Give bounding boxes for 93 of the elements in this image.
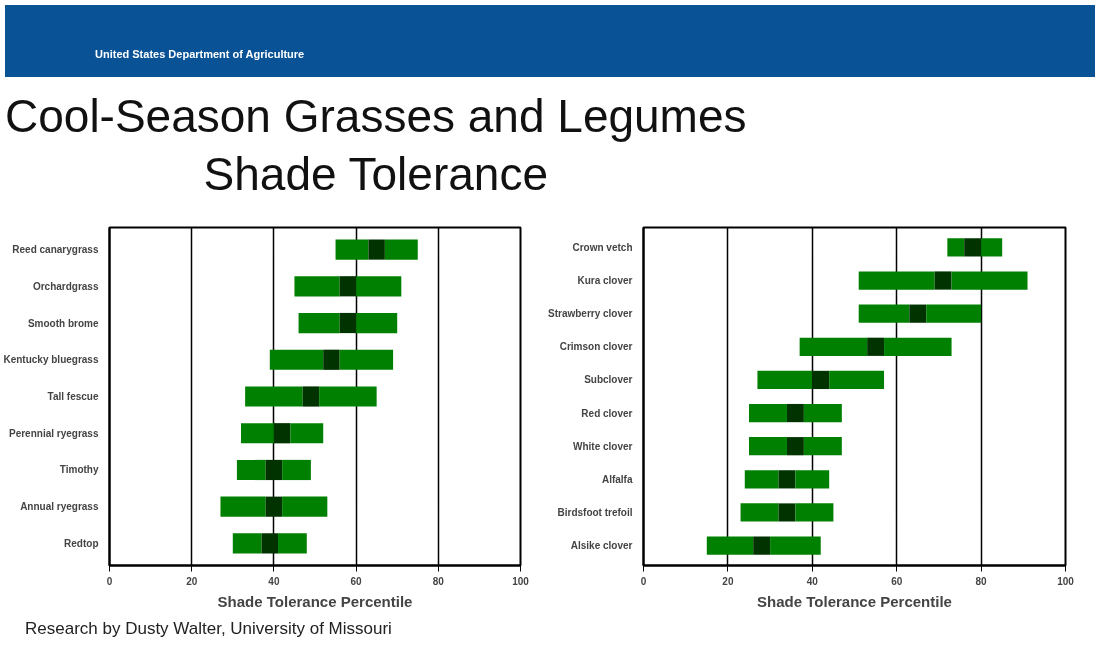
y-tick-label: Redtop [64, 537, 99, 549]
bar [829, 370, 885, 390]
x-tick-label: 0 [106, 575, 113, 587]
bar [278, 533, 307, 554]
bar [319, 386, 377, 407]
bar [282, 496, 328, 517]
bar [339, 312, 357, 334]
bar [964, 238, 982, 257]
y-tick-label: Crimson clover [559, 341, 633, 353]
bar [770, 536, 821, 555]
y-tick-label: Orchardgrass [32, 280, 99, 292]
bar [339, 276, 357, 297]
y-tick-label: Alfalfa [601, 473, 633, 485]
y-tick-label: Tall fescue [47, 391, 99, 402]
y-tick-label: Perennial ryegrass [9, 427, 99, 439]
y-tick-label: Alsike clover [570, 540, 633, 552]
x-axis-title: Shade Tolerance Percentile [217, 592, 413, 610]
bar [757, 370, 813, 390]
x-tick-label: 100 [1057, 575, 1075, 587]
y-tick-label: Reed canarygrass [12, 244, 99, 256]
bar [753, 536, 771, 555]
text: United States Department of Agriculture [94, 47, 305, 62]
y-tick-label: Strawberry clover [548, 308, 633, 320]
bar [245, 386, 303, 407]
bar [867, 337, 885, 356]
bar [740, 503, 779, 522]
bar [803, 403, 842, 423]
bar [803, 437, 842, 456]
bar [951, 271, 1028, 290]
bar [356, 312, 398, 334]
bar [302, 386, 320, 407]
y-tick-label: Smooth brome [27, 317, 99, 329]
bar [368, 239, 385, 260]
bar [356, 276, 402, 297]
bar [236, 459, 266, 481]
y-tick-label: Birdsfoot trefoil [557, 506, 633, 518]
bar [744, 470, 779, 489]
y-tick-label: Annual ryegrass [20, 501, 99, 513]
bar [909, 304, 927, 323]
bar [981, 238, 1003, 257]
bar [261, 533, 279, 554]
y-tick-label: Kentucky bluegrass [3, 354, 99, 366]
x-axis-title: Shade Tolerance Percentile [757, 592, 952, 610]
bar [884, 337, 952, 356]
bar [290, 423, 324, 444]
y-tick-label: Subclover [584, 374, 633, 386]
bar [232, 533, 262, 554]
bar [384, 239, 418, 260]
bar [323, 349, 340, 370]
bar [298, 312, 340, 334]
bar [786, 437, 804, 456]
bar [241, 423, 274, 444]
bar [269, 349, 324, 370]
x-tick-label: 80 [432, 575, 445, 587]
y-tick-label: Timothy [59, 464, 99, 476]
x-tick-label: 20 [186, 575, 198, 587]
bar [858, 304, 910, 323]
bar [812, 370, 830, 390]
bar [339, 349, 394, 370]
bar [220, 496, 266, 517]
bar [799, 337, 868, 356]
bar [282, 459, 311, 481]
bar [947, 238, 965, 257]
text: Research by Dusty Walter, University of Missouri [24, 618, 392, 640]
x-tick-label: 60 [350, 575, 363, 587]
bar [335, 239, 369, 260]
bar [858, 271, 935, 290]
y-tick-label: White clover [573, 440, 633, 452]
y-tick-label: Red clover [581, 407, 633, 419]
x-tick-label: 0 [640, 575, 647, 587]
bar [795, 470, 830, 489]
bar [749, 403, 787, 423]
y-tick-label: Crown vetch [572, 241, 633, 253]
x-tick-label: 60 [891, 575, 903, 587]
bar [778, 470, 796, 489]
bar [778, 503, 796, 522]
x-tick-label: 40 [268, 575, 280, 587]
bar [265, 459, 283, 481]
bar [786, 403, 804, 423]
bar [926, 304, 982, 323]
bar [795, 503, 834, 522]
bar [294, 276, 340, 297]
bar [706, 536, 754, 555]
x-tick-label: 40 [806, 575, 819, 587]
chart-title: Cool-Season Grasses and Legumes Shade Tolerance [5, 89, 747, 202]
bar [749, 437, 787, 456]
bar [934, 271, 952, 290]
bar [265, 496, 283, 517]
x-tick-label: 80 [975, 575, 988, 587]
bar [273, 423, 291, 444]
y-tick-label: Kura clover [577, 275, 633, 287]
x-tick-label: 20 [722, 575, 734, 587]
x-tick-label: 100 [512, 575, 530, 587]
